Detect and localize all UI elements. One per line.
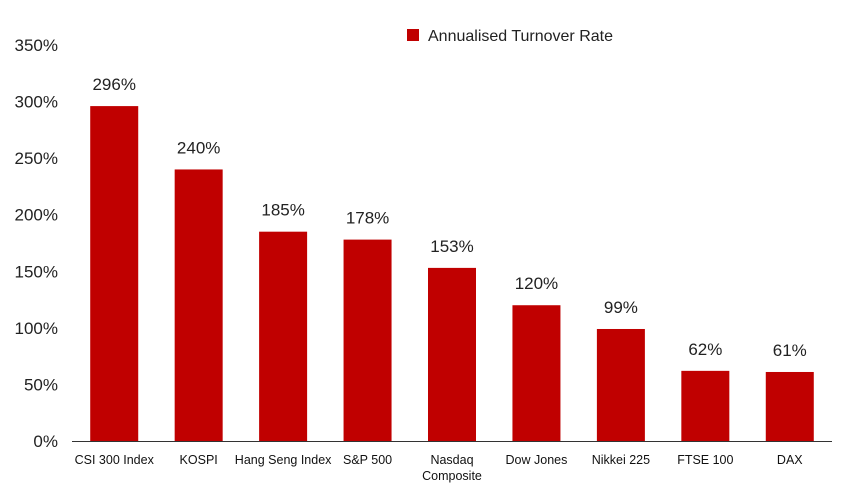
x-tick-label: FTSE 100 — [677, 453, 733, 467]
x-tick-label: Dow Jones — [506, 453, 568, 467]
data-label: 185% — [261, 201, 304, 220]
y-tick-label: 100% — [15, 319, 58, 338]
y-tick-label: 50% — [24, 375, 58, 394]
bar — [174, 169, 223, 441]
x-tick-label: Composite — [422, 469, 482, 483]
data-label: 153% — [430, 237, 473, 256]
y-tick-label: 250% — [15, 149, 58, 168]
y-axis: 0% 50% 100% 150% 200% 250% 300% 350% — [15, 36, 58, 451]
data-label: 62% — [688, 340, 722, 359]
y-tick-label: 200% — [15, 206, 58, 225]
bar — [343, 239, 392, 441]
legend-label: Annualised Turnover Rate — [428, 28, 613, 45]
legend: Annualised Turnover Rate — [407, 28, 613, 45]
y-tick-label: 300% — [15, 93, 58, 112]
x-tick-label: DAX — [777, 453, 803, 467]
bar — [681, 370, 730, 441]
x-tick-label: S&P 500 — [343, 453, 392, 467]
data-label: 120% — [515, 274, 558, 293]
bar — [259, 231, 308, 441]
bars — [90, 106, 814, 442]
bar — [596, 328, 645, 441]
x-tick-label: CSI 300 Index — [75, 453, 155, 467]
data-labels: 296% 240% 185% 178% 153% 120% 99% 62% 61% — [92, 75, 806, 360]
bar — [765, 371, 814, 441]
x-tick-label: Hang Seng Index — [235, 453, 332, 467]
y-tick-label: 150% — [15, 262, 58, 281]
data-label: 240% — [177, 138, 220, 157]
data-label: 178% — [346, 209, 389, 228]
data-label: 296% — [92, 75, 135, 94]
bar — [512, 305, 561, 441]
y-tick-label: 350% — [15, 36, 58, 55]
bar — [90, 106, 139, 442]
y-tick-label: 0% — [33, 432, 58, 451]
data-label: 61% — [773, 341, 807, 360]
x-axis-labels: CSI 300 Index KOSPI Hang Seng Index S&P 500… — [75, 453, 804, 483]
x-tick-label: Nikkei 225 — [592, 453, 650, 467]
x-tick-label: KOSPI — [180, 453, 218, 467]
legend-swatch — [407, 29, 419, 41]
bar — [428, 267, 476, 441]
data-label: 99% — [604, 298, 638, 317]
x-tick-label: Nasdaq — [430, 453, 473, 467]
